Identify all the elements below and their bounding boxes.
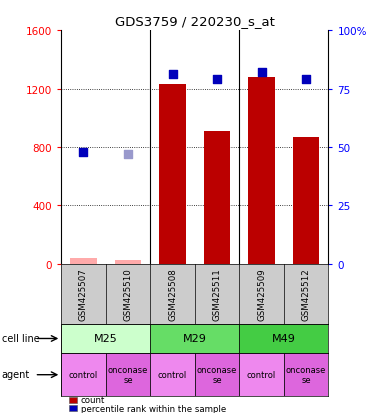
Point xyxy=(214,77,220,83)
Text: M49: M49 xyxy=(272,334,296,344)
Bar xyxy=(195,353,239,396)
Bar xyxy=(61,353,106,396)
Bar xyxy=(150,324,239,353)
Point xyxy=(170,72,175,78)
Text: GSM425507: GSM425507 xyxy=(79,268,88,320)
Title: GDS3759 / 220230_s_at: GDS3759 / 220230_s_at xyxy=(115,15,275,28)
Text: cell line: cell line xyxy=(2,333,40,343)
Text: onconase
se: onconase se xyxy=(286,365,326,385)
Bar xyxy=(150,353,195,396)
Text: M29: M29 xyxy=(183,334,207,344)
Text: M25: M25 xyxy=(94,334,118,344)
Bar xyxy=(61,324,150,353)
Point xyxy=(259,70,265,76)
Point xyxy=(81,149,86,156)
Bar xyxy=(248,78,275,264)
Text: onconase
se: onconase se xyxy=(108,365,148,385)
Point xyxy=(303,77,309,83)
Text: control: control xyxy=(158,370,187,379)
Bar xyxy=(239,353,284,396)
Bar xyxy=(115,261,141,264)
Text: control: control xyxy=(69,370,98,379)
Text: percentile rank within the sample: percentile rank within the sample xyxy=(81,404,226,413)
Point xyxy=(125,151,131,158)
Bar xyxy=(159,85,186,264)
Bar xyxy=(70,259,97,264)
Bar xyxy=(239,324,328,353)
Text: agent: agent xyxy=(2,369,30,379)
Text: GSM425508: GSM425508 xyxy=(168,268,177,320)
Bar xyxy=(293,138,319,264)
Text: GSM425509: GSM425509 xyxy=(257,268,266,320)
Bar xyxy=(106,353,150,396)
Text: control: control xyxy=(247,370,276,379)
Text: count: count xyxy=(81,395,105,404)
Text: GSM425511: GSM425511 xyxy=(213,268,221,320)
Text: value, Detection Call = ABSENT: value, Detection Call = ABSENT xyxy=(81,412,217,413)
Text: GSM425510: GSM425510 xyxy=(124,268,132,320)
Text: GSM425512: GSM425512 xyxy=(302,268,311,320)
Bar xyxy=(284,353,328,396)
Bar xyxy=(204,132,230,264)
Text: onconase
se: onconase se xyxy=(197,365,237,385)
